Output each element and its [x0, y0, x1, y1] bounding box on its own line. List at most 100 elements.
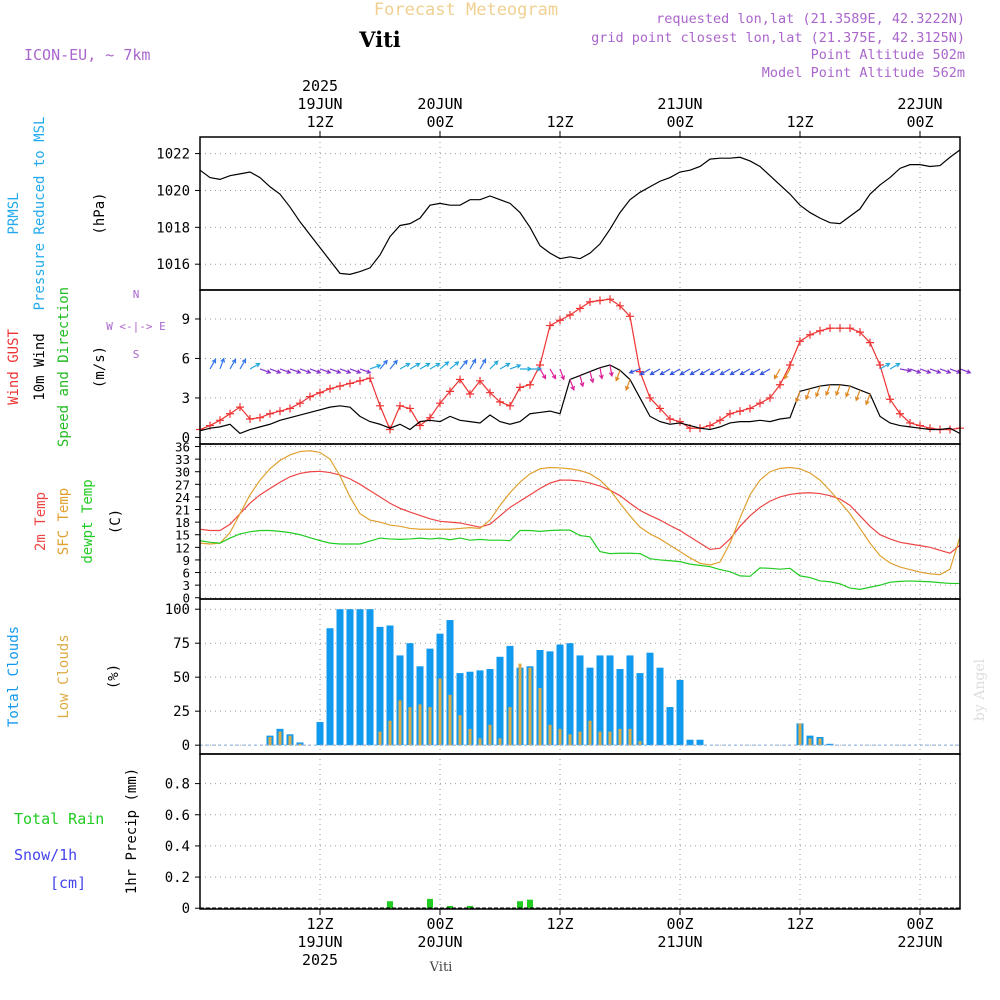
gust-marker [316, 388, 324, 397]
low-cloud-bar [578, 731, 582, 746]
gust-marker [586, 297, 594, 306]
gust-marker [356, 376, 364, 385]
wind-direction-arrow [909, 368, 922, 374]
wind-direction-arrow [429, 362, 441, 370]
low-cloud-bar [448, 694, 452, 746]
wind-direction-arrow [598, 367, 604, 380]
y-axis-label: dewpt Temp [80, 479, 96, 563]
total-cloud-bar [696, 739, 704, 746]
wind-direction-arrow [289, 368, 302, 374]
low-cloud-bar [508, 707, 512, 746]
low-cloud-bar [418, 704, 422, 746]
gust-marker [506, 401, 514, 410]
wind-direction-arrow [479, 358, 487, 370]
low-cloud-bar [268, 737, 272, 746]
gust-marker [416, 421, 424, 430]
top-time-label: 2025 [302, 77, 338, 95]
gust-marker [816, 326, 824, 335]
total-cloud-bar [586, 667, 594, 746]
y-axis-label: 2m Temp [33, 492, 49, 551]
gust-marker [366, 374, 374, 383]
low-cloud-bar [498, 738, 502, 746]
wind-direction-arrow [689, 368, 701, 376]
y-tick-label: 25 [173, 704, 190, 720]
gust-marker [546, 321, 554, 330]
wind-direction-arrow [419, 362, 431, 370]
wind-direction-arrow [549, 368, 557, 380]
rain-bar [447, 905, 453, 909]
total-cloud-bar [466, 671, 474, 746]
wind-direction-arrow [795, 391, 801, 403]
y-tick-label: 0.2 [165, 870, 190, 886]
wind-direction-arrow [499, 362, 511, 370]
wind-direction-arrow [805, 388, 811, 401]
t2m-series-line [199, 470, 961, 554]
wind-direction-arrow [279, 368, 292, 374]
gust-marker [226, 409, 234, 418]
low-cloud-bar [378, 731, 382, 746]
y-tick-label: 9 [182, 312, 190, 328]
wind-direction-arrow [569, 379, 575, 392]
total-cloud-bar [826, 743, 834, 746]
gust-marker [596, 296, 604, 305]
wind-direction-arrow [259, 368, 272, 374]
gust-marker [346, 379, 354, 388]
total-cloud-bar [476, 670, 484, 746]
total-cloud-bar [346, 609, 354, 746]
gust-marker [846, 324, 854, 333]
wind-direction-arrow [539, 368, 547, 380]
gust-marker [516, 383, 524, 392]
top-time-label: 00Z [426, 113, 453, 131]
gust-marker [806, 330, 814, 339]
low-cloud-bar [588, 720, 592, 746]
low-cloud-bar [278, 731, 282, 746]
wind-direction-arrow [879, 362, 891, 370]
sfc-series-line [199, 450, 961, 576]
gust-marker [266, 409, 274, 418]
y-axis-label: Low Clouds [56, 634, 72, 718]
total-cloud-bar [656, 667, 664, 746]
precip-panel: 0 0.2 0.4 0.6 0.8 Total Rain Snow/1h [cm] 1hr Pr… [14, 753, 961, 917]
wind-direction-arrow [729, 368, 741, 376]
chart-title: Forecast Meteogram [374, 0, 558, 20]
watermark: by Angel [972, 658, 988, 721]
wind-direction-arrow [899, 367, 913, 373]
y-axis-label: Pressure Reduced to MSL [32, 117, 48, 311]
gust-marker [326, 384, 334, 393]
gust-marker [556, 316, 564, 325]
low-cloud-bar [398, 700, 402, 746]
wind-direction-arrow [249, 362, 261, 370]
gust-marker [776, 380, 784, 389]
y-axis-label: 10m Wind [32, 333, 48, 400]
total-cloud-bar [506, 645, 514, 746]
gust-marker [866, 338, 874, 347]
total-cloud-bar [616, 669, 624, 746]
compass-north: N [133, 288, 140, 301]
gust-marker [256, 413, 264, 422]
gust-marker [656, 404, 664, 413]
low-cloud-bar [458, 715, 462, 746]
gust-marker [486, 388, 494, 397]
low-cloud-bar [808, 738, 812, 746]
compass-south: S [133, 348, 140, 361]
top-time-label: 22JUN [897, 95, 942, 113]
y-tick-label: 3 [182, 578, 190, 593]
top-time-label: 21JUN [657, 95, 702, 113]
gust-marker [566, 311, 574, 320]
wind-direction-arrow [669, 368, 681, 376]
wind-direction-arrow [649, 368, 661, 376]
model-altitude: Model Point Altitude 562m [762, 65, 965, 81]
low-cloud-bar [798, 723, 802, 746]
y-tick-label: 0.6 [165, 808, 190, 824]
total-cloud-bar [396, 655, 404, 746]
low-cloud-bar [528, 667, 532, 746]
pressure-panel: 1016 1018 1020 1022 PRMSL Pressure Reduced to… [6, 117, 961, 311]
y-tick-label: 0 [182, 591, 190, 606]
top-time-label: 12Z [546, 113, 573, 131]
low-cloud-bar [518, 663, 522, 746]
wind-direction-arrow [520, 366, 533, 372]
y-axis-label: (m/s) [92, 346, 108, 388]
gust-marker [496, 397, 504, 406]
wind-direction-arrow [628, 368, 641, 374]
